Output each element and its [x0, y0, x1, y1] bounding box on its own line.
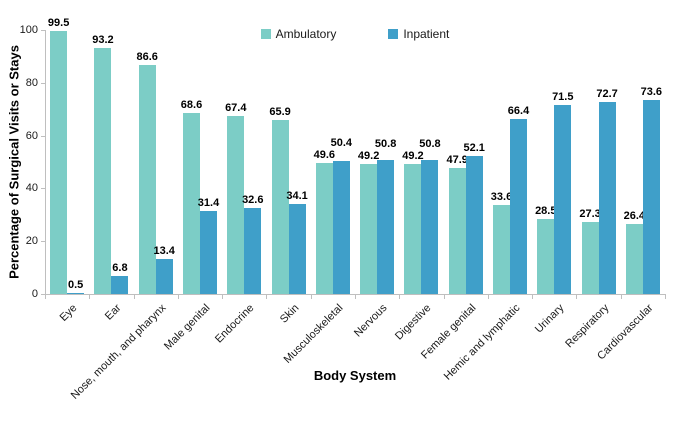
bar-ambulatory [360, 164, 378, 294]
legend-label: Inpatient [403, 27, 450, 41]
bar-ambulatory [581, 221, 599, 294]
bar-inpatient [598, 102, 616, 294]
bar-inpatient [244, 207, 262, 294]
value-label: 13.4 [153, 244, 175, 257]
legend-swatch-ambulatory [260, 29, 271, 39]
bar-ambulatory [537, 218, 555, 294]
y-tick-label: 0 [31, 288, 38, 300]
y-tick-label: 60 [25, 129, 38, 142]
x-tick [89, 295, 91, 299]
x-tick [310, 295, 312, 299]
legend-item-inpatient: Inpatient [388, 27, 449, 41]
value-label: 68.6 [180, 98, 203, 111]
y-tick-label: 100 [19, 24, 38, 36]
value-label: 31.4 [197, 197, 220, 210]
value-label: 33.6 [490, 191, 513, 204]
y-tick [41, 294, 45, 295]
value-label: 47.9 [446, 153, 468, 166]
category-label: Cardiovascular [594, 302, 656, 363]
legend-item-ambulatory: Ambulatory [260, 27, 337, 41]
value-label: 50.8 [419, 138, 441, 151]
value-label: 65.9 [269, 106, 291, 119]
value-label: 26.4 [623, 210, 646, 223]
bar-inpatient [332, 160, 350, 294]
value-label: 34.1 [286, 189, 308, 202]
x-tick [620, 295, 622, 299]
bar-inpatient [200, 211, 217, 294]
y-tick-label: 20 [25, 235, 38, 248]
x-tick [576, 295, 578, 299]
value-label: 50.4 [330, 137, 353, 150]
x-axis-line [45, 294, 666, 295]
value-label: 0.5 [67, 278, 84, 291]
x-tick [222, 295, 224, 299]
x-tick [133, 295, 135, 299]
x-tick [177, 295, 179, 299]
bar-inpatient [111, 276, 129, 294]
y-tick [41, 30, 45, 31]
y-tick [41, 135, 45, 137]
bar-ambulatory [625, 224, 643, 294]
x-tick [399, 295, 401, 299]
bar-ambulatory [404, 164, 422, 294]
bar-ambulatory [315, 163, 333, 294]
bar-inpatient [465, 156, 483, 294]
x-axis-title: Body System [313, 368, 397, 383]
bar-ambulatory [183, 112, 200, 294]
bar-inpatient [155, 258, 173, 294]
y-tick-label: 80 [25, 76, 38, 89]
value-label: 86.6 [136, 51, 158, 64]
value-label: 49.6 [313, 149, 336, 162]
x-tick [443, 295, 445, 299]
y-tick [41, 82, 45, 84]
y-tick [41, 188, 45, 190]
bar-inpatient [377, 159, 395, 294]
bar-ambulatory [94, 47, 112, 294]
y-axis-line [45, 30, 46, 294]
value-label: 66.4 [507, 104, 530, 117]
value-label: 27.3 [579, 207, 601, 220]
x-tick [45, 295, 46, 299]
y-tick [41, 241, 45, 243]
bar-inpatient [67, 292, 85, 294]
value-label: 49.2 [402, 150, 424, 163]
bar-ambulatory [50, 31, 68, 294]
value-label: 93.2 [92, 33, 114, 46]
value-label: 32.6 [242, 193, 264, 206]
y-tick-label: 40 [25, 182, 38, 195]
legend-label: Ambulatory [275, 27, 337, 41]
legend-swatch-inpatient [388, 29, 399, 39]
value-label: 6.8 [112, 262, 128, 275]
bar-inpatient [288, 203, 306, 294]
bar-inpatient [554, 105, 572, 294]
value-label: 49.2 [357, 150, 380, 163]
bar-inpatient [421, 159, 439, 294]
x-tick [665, 295, 666, 299]
x-tick [266, 295, 268, 299]
value-label: 50.8 [374, 138, 397, 151]
legend: Ambulatory Inpatient [45, 26, 665, 42]
x-tick [532, 295, 534, 299]
x-tick [487, 295, 489, 299]
bar-ambulatory [271, 120, 289, 294]
value-label: 72.7 [596, 88, 618, 101]
x-tick [355, 295, 356, 299]
value-label: 73.6 [640, 85, 663, 98]
bar-ambulatory [493, 205, 510, 294]
bar-ambulatory [448, 167, 466, 294]
value-label: 52.1 [463, 141, 485, 154]
value-label: 67.4 [225, 102, 247, 115]
bar-ambulatory [138, 65, 156, 294]
value-label: 99.5 [47, 17, 70, 30]
bar-inpatient [510, 118, 527, 294]
value-label: 71.5 [552, 91, 574, 104]
bar-inpatient [642, 99, 660, 294]
bar-ambulatory [227, 116, 245, 294]
value-label: 28.5 [535, 204, 557, 217]
